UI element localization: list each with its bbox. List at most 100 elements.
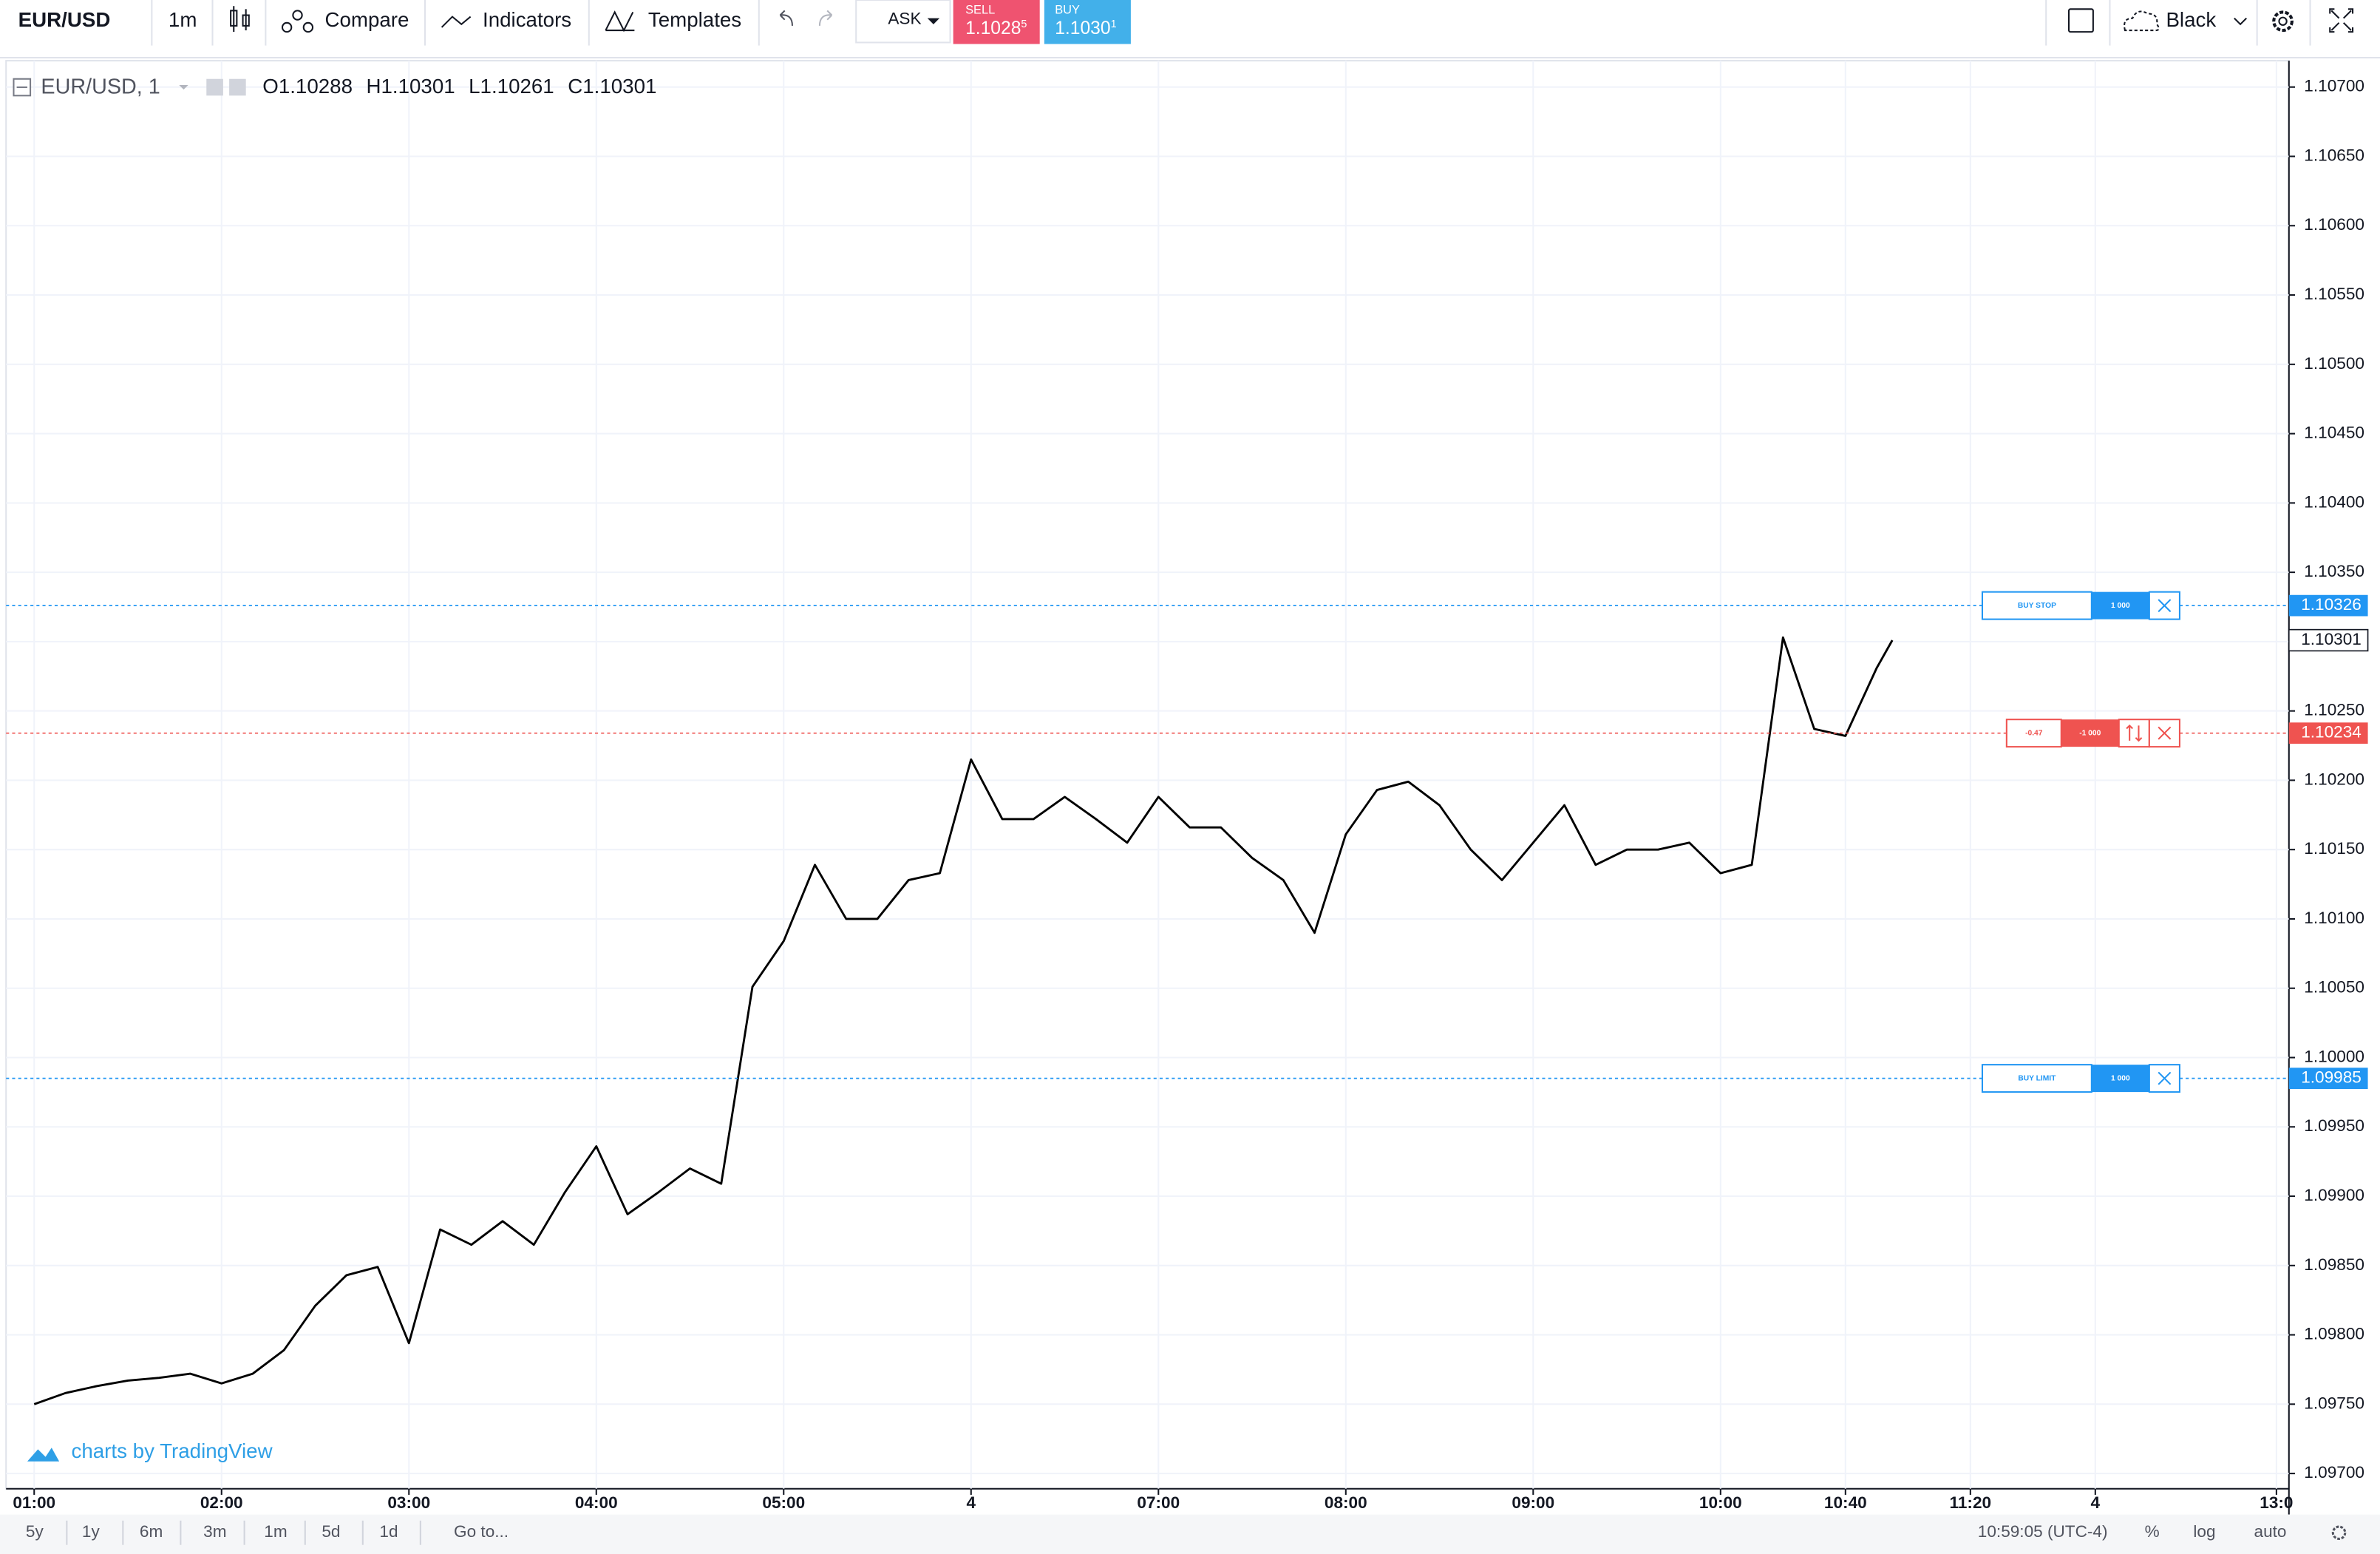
range-button[interactable]: 1m [264, 1522, 287, 1541]
x-tick-label: 08:00 [1325, 1493, 1367, 1512]
x-tick-label: 11:20 [1950, 1493, 1992, 1512]
indicators-icon[interactable] [441, 16, 472, 28]
fullscreen-button[interactable] [2329, 8, 2354, 33]
x-tick-label: 10:00 [1699, 1493, 1742, 1512]
price-label-bg [2288, 1068, 2368, 1089]
buy-button[interactable] [1044, 0, 1131, 44]
auto-button[interactable]: auto [2254, 1522, 2287, 1541]
buy-price[interactable]: 1.10301 [1055, 18, 1116, 38]
price-line [33, 636, 1894, 1405]
theme[interactable]: Black [2166, 8, 2216, 31]
symbol[interactable]: EUR/USD [18, 8, 111, 31]
axes: 1.09700 1.09750 1.09800 1.09850 1.09900 1.099… [13, 77, 2369, 1512]
order-qty[interactable]: 1 000 [2111, 1074, 2130, 1082]
compare-button[interactable]: Compare [324, 8, 409, 31]
order-qty[interactable]: -1 000 [2079, 729, 2101, 737]
order-name[interactable]: BUY LIMIT [2018, 1074, 2056, 1082]
close-key: C [568, 75, 582, 98]
x-tick-label: 01:00 [13, 1493, 55, 1512]
log-button[interactable]: log [2193, 1522, 2215, 1541]
x-tick-label: 10:40 [1824, 1493, 1867, 1512]
order-name[interactable]: -0.47 [2025, 729, 2043, 737]
close-icon [2158, 1071, 2172, 1085]
settings-small-button[interactable] [229, 78, 246, 96]
y-tick-label: 1.10150 [2304, 839, 2364, 858]
y-tick-label: 1.09950 [2304, 1116, 2364, 1135]
price-label-bg [2288, 722, 2368, 744]
order-qty-box[interactable] [2091, 591, 2149, 620]
y-tick-label: 1.09750 [2304, 1394, 2364, 1412]
order-name[interactable]: BUY STOP [2018, 602, 2056, 610]
order-name-box[interactable] [2005, 719, 2062, 748]
range-button[interactable]: 5d [322, 1522, 340, 1541]
sell-price-pip[interactable]: 5 [1021, 18, 1027, 30]
goto-button[interactable]: Go to... [454, 1522, 509, 1541]
y-tick-label: 1.10400 [2304, 492, 2364, 511]
settings-button[interactable] [2272, 10, 2294, 33]
templates-icon[interactable] [605, 10, 635, 33]
x-tick-label: 05:00 [762, 1493, 805, 1512]
sell-price-main[interactable]: 1.1028 [965, 18, 1021, 38]
buy-price-main[interactable]: 1.1030 [1055, 18, 1110, 38]
candles-icon[interactable] [230, 6, 250, 33]
bottom-bar: 10:59:05 (UTC-4) % log auto 5y 1y 6m 3m 1m 5d… [0, 1514, 2380, 1554]
redo-button[interactable] [818, 10, 833, 26]
y-tick-label: 1.10250 [2304, 701, 2364, 719]
percent-button[interactable]: % [2145, 1522, 2160, 1541]
cloud-icon[interactable] [2124, 10, 2160, 32]
buy-price-pip[interactable]: 1 [1111, 18, 1117, 30]
range-button[interactable]: 3m [203, 1522, 226, 1541]
x-tick-label: 13:0 [2260, 1493, 2293, 1512]
range-button[interactable]: 1y [82, 1522, 101, 1541]
range-button[interactable]: 1d [379, 1522, 398, 1541]
open-value: 1.10288 [279, 75, 353, 98]
high-key: H [366, 75, 381, 98]
range-button[interactable]: 6m [140, 1522, 163, 1541]
price-label-bg [2288, 594, 2368, 617]
sell-price[interactable]: 1.10285 [965, 18, 1027, 38]
last-price-bg [2288, 628, 2369, 652]
price-label: 1.10326 [2301, 595, 2362, 614]
undo-button[interactable] [779, 10, 793, 26]
price-source[interactable]: ASK [888, 10, 921, 28]
indicators-button[interactable]: Indicators [483, 8, 571, 31]
legend-title: EUR/USD, 1 [41, 75, 160, 99]
layout-button[interactable] [2067, 8, 2094, 33]
price-label: 1.10234 [2301, 723, 2362, 742]
interval[interactable]: 1m [169, 8, 197, 31]
order-qty-box[interactable] [2061, 719, 2119, 747]
y-tick-label: 1.09850 [2304, 1255, 2364, 1274]
order-name-box[interactable] [1981, 1064, 2092, 1093]
y-tick-label: 1.10450 [2304, 424, 2364, 442]
visibility-button[interactable] [206, 78, 223, 96]
y-tick-label: 1.09800 [2304, 1325, 2364, 1343]
order-name-box[interactable] [1981, 591, 2092, 620]
order-qty-box[interactable] [2091, 1065, 2149, 1093]
x-tick-label: 4 [966, 1493, 976, 1512]
reverse-button[interactable] [2118, 719, 2150, 748]
dropdown-arrow[interactable] [927, 18, 940, 24]
sell-button[interactable] [953, 0, 1040, 44]
templates-button[interactable]: Templates [648, 8, 741, 31]
x-tick-label: 04:00 [575, 1493, 618, 1512]
sell-label[interactable]: SELL [965, 4, 995, 17]
buy-label[interactable]: BUY [1055, 4, 1080, 17]
x-tick-label: 09:00 [1512, 1493, 1554, 1512]
range-button[interactable]: 5y [26, 1522, 44, 1541]
y-tick-label: 1.10700 [2304, 77, 2364, 95]
legend: EUR/USD, 1 O1.10288 H1.10301 L1.10261 C1.10… [13, 75, 656, 99]
y-tick-label: 1.09900 [2304, 1186, 2364, 1204]
order-qty[interactable]: 1 000 [2111, 602, 2130, 610]
y-tick-label: 1.10550 [2304, 285, 2364, 303]
settings-center [2278, 16, 2288, 26]
x-tick-label: 03:00 [387, 1493, 430, 1512]
watermark[interactable]: charts by TradingView [27, 1439, 273, 1462]
compare-icon[interactable] [281, 10, 314, 33]
watermark-text[interactable]: charts by TradingView [72, 1439, 273, 1462]
y-tick-label: 1.10650 [2304, 146, 2364, 164]
theme-dropdown[interactable] [2234, 17, 2248, 26]
legend-dropdown[interactable] [179, 84, 188, 90]
last-price-label: 1.10301 [2301, 630, 2362, 648]
axis-settings-button[interactable] [2331, 1525, 2347, 1541]
